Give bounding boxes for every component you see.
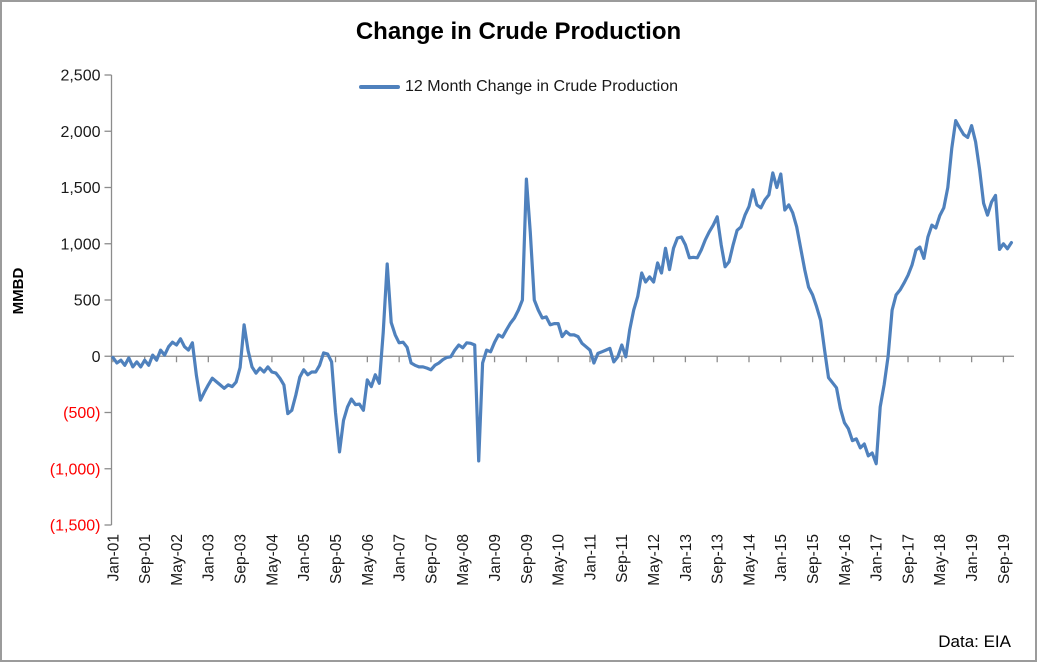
chart-title: Change in Crude Production: [355, 18, 682, 45]
x-axis-tick-label: May-12: [646, 534, 663, 586]
x-axis-tick-label: Jan-19: [964, 534, 981, 581]
y-axis-tick-label: (1,000): [50, 461, 101, 478]
x-axis-tick-label: Sep-19: [996, 534, 1013, 584]
y-axis-title: MMBD: [10, 268, 27, 315]
x-axis-tick-label: May-08: [455, 534, 472, 586]
x-axis-tick-label: Sep-05: [328, 534, 345, 584]
x-axis-tick-label: Sep-09: [519, 534, 536, 584]
legend: 12 Month Change in Crude Production: [2, 78, 1035, 96]
x-axis-tick-label: May-06: [360, 534, 377, 586]
source-note: Data: EIA: [938, 632, 1011, 651]
y-axis-tick-label: 2,500: [60, 68, 100, 85]
y-axis-tick-label: 2,000: [60, 124, 100, 141]
y-axis-tick-label: 500: [74, 293, 101, 310]
x-axis-tick-label: May-14: [741, 534, 758, 586]
x-axis-tick-label: May-18: [932, 534, 949, 586]
y-axis-tick-label: (500): [63, 405, 100, 422]
x-axis-tick-label: Sep-15: [805, 534, 822, 584]
x-axis-tick-label: May-04: [264, 534, 281, 586]
x-axis-tick-label: Sep-13: [710, 534, 727, 584]
legend-line-swatch: [358, 85, 400, 89]
y-axis-tick-label: (1,500): [50, 518, 101, 535]
x-axis-tick-label: Jan-01: [105, 534, 122, 581]
x-axis-tick-label: Jan-15: [773, 534, 790, 581]
x-axis-tick-label: Sep-11: [614, 534, 631, 583]
x-axis-tick-label: May-10: [551, 534, 568, 586]
y-axis-tick-label: 0: [92, 349, 101, 366]
x-axis-tick-label: Jan-07: [392, 534, 409, 581]
x-axis-tick-label: Jan-03: [201, 534, 218, 581]
x-axis-tick-label: Sep-01: [137, 534, 154, 584]
data-line-12-month-change: [111, 118, 1014, 466]
x-axis-tick-label: Jan-13: [678, 534, 695, 581]
x-axis-tick-label: May-02: [169, 534, 186, 586]
x-axis-tick-label: Jan-11: [582, 534, 599, 580]
x-axis-tick-label: Sep-07: [423, 534, 440, 584]
y-axis-tick-label: 1,000: [60, 236, 100, 253]
x-axis-tick-label: Jan-05: [296, 534, 313, 581]
y-axis-tick-label: 1,500: [60, 180, 100, 197]
x-axis-tick-label: Sep-17: [900, 534, 917, 584]
x-axis-tick-label: Jan-17: [869, 534, 886, 581]
legend-label: 12 Month Change in Crude Production: [404, 78, 679, 95]
x-axis-tick-label: Sep-03: [233, 534, 250, 584]
x-axis-tick-label: Jan-09: [487, 534, 504, 581]
x-axis-tick-label: May-16: [837, 534, 854, 586]
